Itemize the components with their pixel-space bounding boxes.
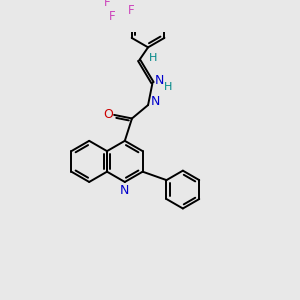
Text: H: H [149,53,158,63]
Text: O: O [103,107,113,121]
Text: F: F [104,0,111,9]
Text: N: N [151,95,160,108]
Text: F: F [109,10,115,23]
Text: N: N [120,184,130,196]
Text: F: F [128,4,134,17]
Text: H: H [164,82,172,92]
Text: N: N [155,74,164,87]
